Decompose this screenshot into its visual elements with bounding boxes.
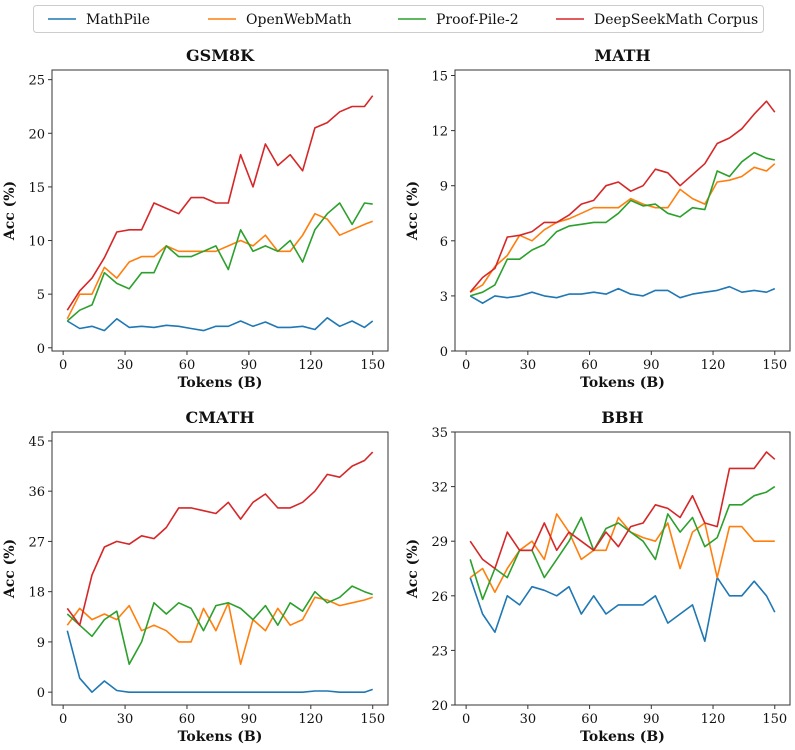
series-line-openwebmath xyxy=(66,212,373,320)
x-tick-label: 60 xyxy=(179,358,196,373)
legend: MathPile OpenWebMath Proof-Pile-2 DeepSeekM… xyxy=(33,5,764,33)
y-tick-label: 35 xyxy=(431,426,448,441)
y-tick-label: 5 xyxy=(37,288,45,303)
subplot-title: BBH xyxy=(601,408,643,427)
series-line-deepseekmath-corpus xyxy=(469,451,776,570)
subplot-bbh: BBH 0 30 60 90 120 150 20 23 26 29 32 35 Tokens (B) Ac… xyxy=(405,408,791,745)
y-tick-label: 25 xyxy=(28,74,45,89)
legend-label: DeepSeekMath Corpus xyxy=(594,12,758,28)
x-tick-label: 30 xyxy=(520,712,537,727)
x-tick-label: 120 xyxy=(298,712,323,727)
x-tick-label: 90 xyxy=(241,358,258,373)
x-tick-label: 90 xyxy=(241,712,258,727)
legend-entry: OpenWebMath xyxy=(208,12,352,28)
x-tick-label: 0 xyxy=(59,712,67,727)
subplot-title: CMATH xyxy=(185,408,254,427)
x-tick-label: 60 xyxy=(581,358,598,373)
x-tick-label: 120 xyxy=(701,712,726,727)
x-tick-label: 90 xyxy=(643,712,660,727)
x-tick-label: 150 xyxy=(762,358,787,373)
x-tick-label: 150 xyxy=(360,712,385,727)
series-line-proof-pile-2 xyxy=(469,151,775,297)
series-line-mathpile xyxy=(469,576,776,643)
subplot-title: MATH xyxy=(594,46,650,65)
y-tick-label: 12 xyxy=(431,125,448,140)
x-tick-label: 150 xyxy=(762,712,787,727)
x-tick-label: 60 xyxy=(179,712,196,727)
y-tick-label: 36 xyxy=(28,485,45,500)
y-tick-label: 20 xyxy=(28,127,45,142)
legend-label: MathPile xyxy=(86,12,150,28)
x-axis-label: Tokens (B) xyxy=(178,375,263,391)
x-tick-label: 0 xyxy=(462,712,470,727)
y-tick-label: 15 xyxy=(28,181,45,196)
y-axis-label: Acc (%) xyxy=(405,181,421,241)
x-axis-label: Tokens (B) xyxy=(178,729,263,745)
y-axis-label: Acc (%) xyxy=(2,539,18,599)
x-tick-label: 120 xyxy=(298,358,323,373)
plot-frame xyxy=(454,431,791,706)
subplot-title: GSM8K xyxy=(186,46,255,65)
x-tick-label: 90 xyxy=(643,358,660,373)
series-line-mathpile xyxy=(66,630,373,694)
y-tick-label: 9 xyxy=(37,636,45,651)
x-tick-label: 60 xyxy=(581,712,598,727)
subplot-cmath: CMATH 0 30 60 90 120 150 0 9 18 27 36 45 Tokens (B) Ac… xyxy=(2,408,389,745)
x-axis-label: Tokens (B) xyxy=(580,375,665,391)
plot-frame xyxy=(51,69,389,352)
plot-frame xyxy=(454,69,791,352)
series-line-mathpile xyxy=(469,285,776,305)
y-axis-label: Acc (%) xyxy=(2,181,18,241)
x-tick-label: 30 xyxy=(520,358,537,373)
x-tick-label: 30 xyxy=(117,358,134,373)
x-tick-label: 120 xyxy=(701,358,726,373)
series-line-deepseekmath-corpus xyxy=(66,451,374,627)
series-line-proof-pile-2 xyxy=(469,485,776,601)
legend-label: OpenWebMath xyxy=(246,12,352,28)
y-tick-label: 0 xyxy=(37,686,45,701)
series-line-openwebmath xyxy=(469,163,776,293)
y-tick-label: 0 xyxy=(440,345,448,360)
y-axis-label: Acc (%) xyxy=(405,539,421,599)
y-tick-label: 32 xyxy=(431,481,448,496)
y-tick-label: 45 xyxy=(28,435,45,450)
x-tick-label: 0 xyxy=(59,358,67,373)
y-tick-label: 27 xyxy=(28,535,45,550)
y-tick-label: 20 xyxy=(431,699,448,714)
series-line-openwebmath xyxy=(66,596,373,666)
y-tick-label: 6 xyxy=(440,235,448,250)
y-tick-label: 15 xyxy=(431,70,448,85)
series-line-openwebmath xyxy=(469,513,775,594)
y-tick-label: 23 xyxy=(431,644,448,659)
series-line-proof-pile-2 xyxy=(66,202,373,322)
subplot-math: MATH 0 30 60 90 120 150 0 3 6 9 12 15 Tokens (B) Acc (… xyxy=(405,46,791,391)
y-tick-label: 26 xyxy=(431,590,448,605)
series-line-deepseekmath-corpus xyxy=(66,95,374,311)
y-tick-label: 29 xyxy=(431,535,448,550)
x-tick-label: 30 xyxy=(117,712,134,727)
legend-entry: MathPile xyxy=(48,12,150,28)
y-tick-label: 10 xyxy=(28,235,45,250)
x-axis-label: Tokens (B) xyxy=(580,729,665,745)
subplot-gsm8k: GSM8K 0 30 60 90 120 150 0 5 10 15 20 25 Tokens (B) Ac… xyxy=(2,46,389,391)
legend-entry: DeepSeekMath Corpus xyxy=(556,12,758,28)
legend-label: Proof-Pile-2 xyxy=(436,12,519,28)
x-tick-label: 0 xyxy=(462,358,470,373)
y-tick-label: 9 xyxy=(440,180,448,195)
series-line-mathpile xyxy=(66,316,374,332)
y-tick-label: 18 xyxy=(28,586,45,601)
series-line-proof-pile-2 xyxy=(66,585,373,666)
plot-frame xyxy=(51,431,389,706)
legend-entry: Proof-Pile-2 xyxy=(398,12,519,28)
series-line-deepseekmath-corpus xyxy=(469,100,776,293)
x-tick-label: 150 xyxy=(360,358,385,373)
y-tick-label: 3 xyxy=(440,290,448,305)
y-tick-label: 0 xyxy=(37,342,45,357)
